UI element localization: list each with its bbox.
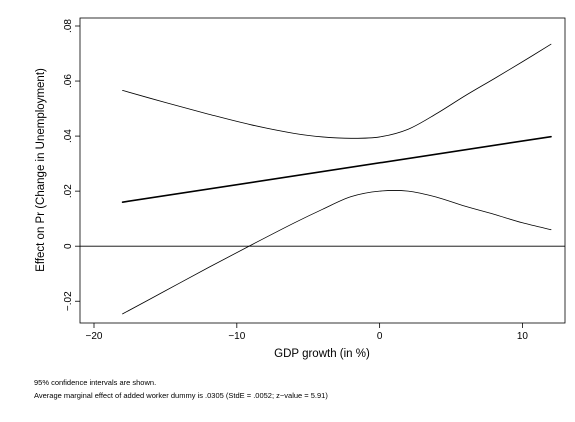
series-layer xyxy=(121,43,552,315)
x-tick-label: 0 xyxy=(377,331,383,342)
note-average-marginal-effect: Average marginal effect of added worker … xyxy=(34,391,328,400)
y-axis: −.02 0 .02 .04 .06 .08 xyxy=(63,19,80,311)
x-tick-label: 10 xyxy=(517,331,529,342)
y-axis-label: Effect on Pr (Change in Unemployment) xyxy=(35,68,47,272)
series-line-upper-ci xyxy=(122,43,552,139)
y-tick-label: .06 xyxy=(63,74,74,88)
y-tick-label: .02 xyxy=(63,184,74,198)
x-axis: −20 −10 0 10 xyxy=(86,323,529,342)
plot-frame xyxy=(79,17,566,324)
x-tick-label: −10 xyxy=(228,331,245,342)
note-confidence-intervals: 95% confidence intervals are shown. xyxy=(34,378,157,387)
series-line-marginal-effect xyxy=(121,135,552,203)
y-tick-label: .04 xyxy=(63,129,74,143)
y-tick-label: 0 xyxy=(63,243,74,249)
series-line-lower-ci xyxy=(122,190,552,315)
y-tick-label: −.02 xyxy=(63,291,74,311)
y-tick-label: .08 xyxy=(63,19,74,33)
x-tick-label: −20 xyxy=(86,331,103,342)
x-axis-label: GDP growth (in %) xyxy=(274,348,370,360)
